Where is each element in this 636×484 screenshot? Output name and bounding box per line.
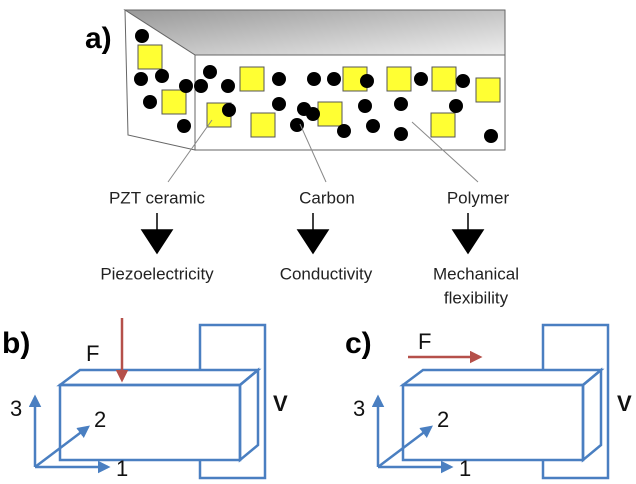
carbon-particle bbox=[272, 97, 286, 111]
carbon-particle bbox=[135, 29, 149, 43]
axis-label: 1 bbox=[116, 456, 128, 481]
pzt-particle bbox=[250, 112, 276, 138]
pzt-particle bbox=[386, 66, 412, 92]
carbon-particle bbox=[203, 65, 217, 79]
axis-label: 3 bbox=[10, 396, 22, 421]
force-label: F bbox=[418, 329, 431, 354]
carbon-particle bbox=[272, 72, 286, 86]
panel-label: c) bbox=[345, 327, 372, 360]
carbon-particle bbox=[358, 99, 372, 113]
pzt-particle bbox=[161, 89, 187, 115]
pzt-particle bbox=[475, 77, 501, 103]
carbon-particle bbox=[394, 97, 408, 111]
axis-label: 2 bbox=[437, 407, 449, 432]
piezo-element bbox=[399, 323, 610, 480]
carbon-particle bbox=[360, 74, 374, 88]
component-name: Polymer bbox=[447, 188, 510, 207]
property: flexibility bbox=[444, 288, 509, 307]
carbon-particle bbox=[414, 72, 428, 86]
carbon-particle bbox=[307, 72, 321, 86]
carbon-particle bbox=[221, 79, 235, 93]
carbon-particle bbox=[179, 79, 193, 93]
carbon-particle bbox=[366, 119, 380, 133]
axis-label: 1 bbox=[459, 456, 471, 481]
carbon-particle bbox=[134, 72, 148, 86]
carbon-particle bbox=[327, 72, 341, 86]
force-label: F bbox=[86, 341, 99, 366]
carbon-particle bbox=[194, 79, 208, 93]
carbon-particle bbox=[337, 124, 351, 138]
axes bbox=[28, 394, 111, 474]
panel-label: a) bbox=[85, 22, 112, 55]
leader-lines bbox=[167, 119, 479, 183]
arrows-down bbox=[140, 213, 485, 255]
component-name: Carbon bbox=[299, 188, 355, 207]
pzt-particle bbox=[137, 44, 163, 70]
piezo-element bbox=[56, 323, 267, 480]
carbon-particle bbox=[143, 95, 157, 109]
pzt-particle bbox=[317, 101, 343, 127]
axis-label: 3 bbox=[353, 396, 365, 421]
voltage-label: V bbox=[273, 391, 288, 416]
axis-label: 2 bbox=[94, 407, 106, 432]
pzt-particle bbox=[239, 66, 265, 92]
panel-label: b) bbox=[2, 327, 30, 360]
pzt-particle bbox=[430, 112, 456, 138]
axes bbox=[371, 394, 454, 474]
property: Piezoelectricity bbox=[100, 264, 214, 283]
voltage-label: V bbox=[617, 391, 632, 416]
component-name: PZT ceramic bbox=[109, 188, 206, 207]
carbon-particle bbox=[177, 119, 191, 133]
property: Mechanical bbox=[433, 264, 519, 283]
property: Conductivity bbox=[280, 264, 373, 283]
carbon-particle bbox=[394, 127, 408, 141]
carbon-particle bbox=[297, 102, 311, 116]
carbon-particle bbox=[222, 103, 236, 117]
composite-block bbox=[123, 9, 506, 151]
pzt-particle bbox=[431, 66, 457, 92]
carbon-particle bbox=[484, 129, 498, 143]
carbon-particle bbox=[290, 118, 304, 132]
carbon-particle bbox=[155, 69, 169, 83]
carbon-particle bbox=[449, 99, 463, 113]
carbon-particle bbox=[456, 74, 470, 88]
